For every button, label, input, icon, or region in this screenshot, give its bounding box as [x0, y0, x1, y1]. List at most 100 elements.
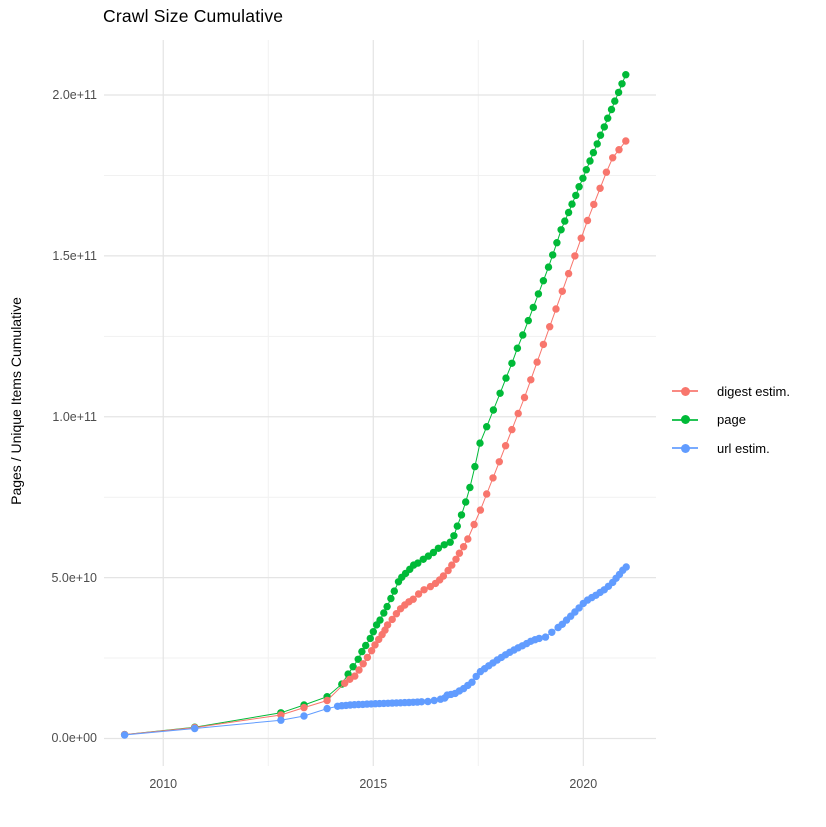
- data-point: [527, 376, 535, 384]
- data-point: [539, 277, 548, 285]
- data-point: [409, 595, 417, 603]
- legend-key-url-estim: [672, 440, 698, 456]
- data-point: [539, 340, 548, 349]
- data-point: [508, 359, 516, 367]
- data-point: [453, 522, 461, 530]
- legend-key-page: [672, 412, 698, 428]
- series-digest-estim: [120, 137, 630, 739]
- legend-label-url-estim: url estim.: [717, 440, 770, 456]
- data-point: [552, 305, 560, 313]
- data-point: [534, 290, 543, 298]
- data-point: [583, 216, 592, 225]
- data-point: [388, 615, 396, 624]
- data-point: [513, 344, 522, 352]
- data-point: [471, 462, 479, 471]
- data-point: [544, 263, 553, 271]
- data-point: [607, 105, 616, 114]
- data-point: [430, 696, 438, 705]
- data-point: [586, 157, 594, 165]
- data-point: [191, 724, 199, 733]
- data-point: [383, 602, 391, 611]
- data-point: [462, 498, 470, 506]
- data-point: [611, 97, 619, 105]
- data-point: [417, 698, 426, 706]
- data-point: [472, 672, 480, 681]
- data-point: [429, 548, 438, 557]
- legend: digest estim. page url estim.: [672, 381, 790, 467]
- data-point: [622, 71, 630, 79]
- data-point: [323, 696, 331, 705]
- data-point: [371, 641, 379, 649]
- gridlines: [104, 40, 656, 766]
- data-point: [323, 704, 331, 713]
- data-point: [496, 389, 504, 397]
- data-point: [369, 628, 377, 636]
- legend-row-digest-estim: digest estim.: [672, 381, 790, 401]
- data-point: [439, 572, 448, 580]
- data-point: [367, 647, 376, 655]
- plot-panel: [104, 40, 656, 766]
- data-point: [414, 559, 422, 567]
- data-point: [424, 697, 432, 706]
- data-point: [508, 425, 516, 434]
- data-point: [450, 532, 458, 540]
- data-point: [390, 587, 398, 595]
- data-point: [300, 712, 308, 720]
- data-point: [575, 183, 583, 191]
- data-point: [476, 506, 485, 514]
- data-point: [366, 634, 374, 643]
- data-point: [541, 633, 550, 641]
- data-point: [464, 535, 472, 543]
- data-point: [609, 154, 617, 162]
- data-point: [564, 208, 573, 217]
- x-tick-label: 2010: [149, 777, 178, 791]
- data-point: [614, 88, 623, 97]
- legend-dot-icon: [680, 415, 690, 424]
- data-point: [446, 538, 454, 546]
- data-point: [600, 123, 608, 131]
- data-point: [604, 114, 612, 122]
- data-point: [448, 561, 456, 569]
- legend-row-url-estim: url estim.: [672, 438, 790, 458]
- data-point: [535, 634, 543, 643]
- data-point: [564, 269, 573, 278]
- data-point: [476, 439, 484, 447]
- data-point: [622, 137, 630, 145]
- data-point: [520, 393, 529, 402]
- data-point: [277, 711, 285, 719]
- y-tick-label: 1.0e+11: [52, 409, 97, 424]
- data-point: [514, 409, 522, 418]
- y-tick-label: 2.0e+11: [52, 88, 97, 103]
- data-point: [444, 566, 452, 575]
- data-point: [548, 628, 556, 636]
- data-point: [459, 543, 468, 551]
- data-point: [582, 166, 590, 174]
- data-point: [549, 251, 557, 259]
- data-point: [529, 303, 537, 312]
- series-line-url-estim: [124, 566, 627, 736]
- data-point: [533, 358, 541, 366]
- y-tick-label: 5.0e+10: [51, 570, 97, 585]
- y-tick-label: 1.5e+11: [52, 248, 97, 263]
- data-point: [589, 148, 598, 157]
- data-point: [120, 731, 129, 739]
- y-axis-title: Pages / Unique Items Cumulative: [8, 297, 24, 505]
- x-tick-label: 2015: [359, 777, 388, 791]
- legend-row-page: page: [672, 410, 790, 430]
- data-point: [568, 200, 576, 208]
- data-point: [455, 549, 464, 557]
- data-point: [489, 474, 497, 482]
- data-point: [546, 323, 554, 331]
- legend-key-digest-estim: [672, 383, 698, 399]
- data-point: [571, 252, 579, 260]
- data-point: [622, 563, 630, 571]
- data-point: [596, 131, 605, 139]
- data-point: [572, 191, 580, 200]
- data-point: [561, 217, 569, 225]
- data-point: [380, 609, 388, 617]
- data-point: [577, 234, 585, 242]
- series-url-estim: [120, 563, 630, 739]
- data-point: [483, 423, 491, 431]
- data-point: [363, 653, 372, 662]
- data-point: [483, 490, 491, 498]
